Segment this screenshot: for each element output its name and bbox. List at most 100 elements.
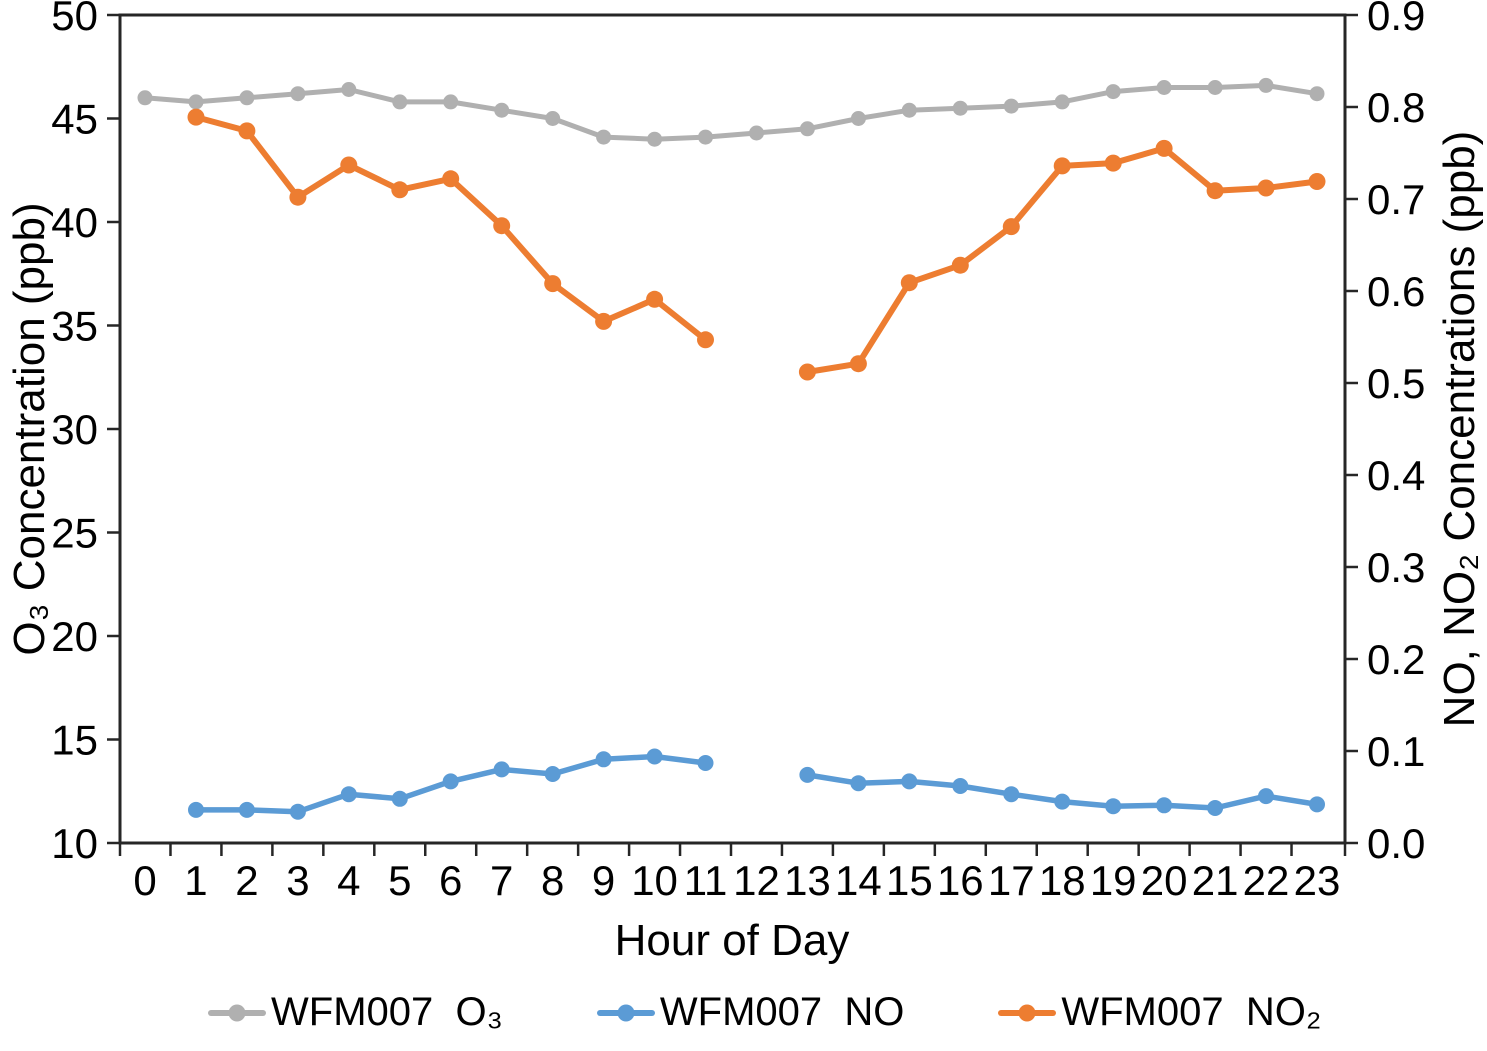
series-2-point bbox=[697, 331, 714, 349]
series-0-point bbox=[1054, 94, 1070, 110]
y-left-tick-label: 20 bbox=[51, 613, 98, 660]
series-0-point bbox=[1207, 80, 1223, 95]
series-1-point bbox=[646, 748, 663, 765]
x-tick-label: 8 bbox=[541, 857, 564, 904]
series-0-point bbox=[545, 111, 561, 126]
y-left-tick-label: 45 bbox=[51, 96, 98, 143]
x-tick-label: 14 bbox=[835, 857, 882, 904]
series-0-point bbox=[1309, 86, 1325, 102]
series-1-point bbox=[1054, 793, 1071, 810]
left-axis-title: O₃ Concentration (ppb) bbox=[5, 202, 54, 656]
series-2-point bbox=[900, 274, 918, 292]
series-2-point bbox=[340, 156, 358, 174]
series-2-line bbox=[193, 114, 1320, 375]
series-2-point bbox=[442, 170, 460, 188]
y-right-tick-label: 0.8 bbox=[1367, 84, 1425, 131]
y-left-tick-label: 35 bbox=[51, 303, 98, 350]
x-tick-label: 4 bbox=[337, 857, 360, 904]
y-left-tick-label: 15 bbox=[51, 717, 98, 764]
legend-swatch-line bbox=[998, 1004, 1057, 1021]
y-left-tick-label: 10 bbox=[51, 820, 98, 867]
series-0-point bbox=[341, 82, 357, 97]
y-left-tick-label: 30 bbox=[51, 406, 98, 453]
series-0-point bbox=[749, 125, 764, 141]
legend-marker-dot bbox=[617, 1004, 635, 1021]
series-0-point bbox=[596, 129, 612, 145]
series-2-point bbox=[238, 122, 256, 140]
series-2-point bbox=[798, 363, 816, 381]
y-right-tick-label: 0.1 bbox=[1367, 728, 1425, 775]
x-tick-label: 19 bbox=[1090, 857, 1137, 904]
x-tick-label: 23 bbox=[1294, 857, 1341, 904]
series-0-point bbox=[1258, 77, 1274, 93]
x-tick-label: 20 bbox=[1141, 857, 1188, 904]
series-2-point bbox=[849, 355, 867, 373]
y-left-tick-label: 40 bbox=[51, 199, 98, 246]
x-tick-label: 15 bbox=[886, 857, 933, 904]
series-2-point bbox=[187, 108, 205, 126]
y-right-tick-label: 0.7 bbox=[1367, 176, 1425, 223]
x-tick-label: 18 bbox=[1039, 857, 1086, 904]
series-1-point bbox=[697, 755, 714, 771]
series-2-point bbox=[646, 290, 664, 308]
legend-swatch-line bbox=[208, 1004, 266, 1021]
legend-label: WFM007 NO bbox=[659, 990, 905, 1034]
x-tick-label: 1 bbox=[184, 857, 207, 904]
y-left-tick-label: 50 bbox=[51, 0, 98, 39]
series-2-point bbox=[289, 188, 307, 206]
legend-item-0: WFM007 O₃ bbox=[208, 990, 503, 1035]
x-tick-label: 7 bbox=[490, 857, 513, 904]
series-1-point bbox=[188, 801, 204, 818]
series-1-point bbox=[952, 778, 969, 794]
series-2-point bbox=[951, 256, 969, 274]
series-1-point bbox=[850, 775, 867, 792]
series-1-point bbox=[340, 786, 357, 803]
series-2-point bbox=[1155, 139, 1173, 157]
series-2-point bbox=[544, 275, 562, 293]
series-0-line bbox=[142, 82, 1320, 142]
x-tick-label: 13 bbox=[784, 857, 831, 904]
legend-marker-dot bbox=[1018, 1004, 1036, 1021]
series-0-point bbox=[494, 102, 510, 118]
y-right-tick-label: 0.2 bbox=[1367, 636, 1425, 683]
y-right-tick-label: 0.5 bbox=[1367, 360, 1425, 407]
x-tick-label: 16 bbox=[937, 857, 984, 904]
series-2-point bbox=[391, 181, 409, 199]
y-right-tick-label: 0.3 bbox=[1367, 544, 1425, 591]
x-tick-label: 5 bbox=[388, 857, 411, 904]
series-1-point bbox=[1156, 797, 1173, 814]
y-right-tick-label: 0.0 bbox=[1367, 820, 1425, 867]
series-2-point bbox=[1308, 173, 1326, 190]
series-0-point bbox=[1105, 84, 1121, 100]
series-2-point bbox=[595, 312, 613, 330]
series-0-point bbox=[850, 111, 866, 126]
series-0-point bbox=[137, 90, 153, 106]
plot-frame bbox=[118, 13, 1347, 845]
y-right-tick-label: 0.9 bbox=[1367, 0, 1425, 39]
series-1-point bbox=[595, 751, 612, 768]
x-tick-label: 9 bbox=[592, 857, 615, 904]
x-axis-title: Hour of Day bbox=[614, 916, 850, 965]
x-tick-label: 3 bbox=[286, 857, 309, 904]
series-0-point bbox=[1003, 98, 1019, 114]
series-2-point bbox=[1206, 182, 1224, 200]
x-tick-label: 2 bbox=[235, 857, 258, 904]
legend-label: WFM007 NO₂ bbox=[1061, 990, 1322, 1034]
x-tick-label: 11 bbox=[684, 857, 728, 904]
x-tick-label: 22 bbox=[1243, 857, 1290, 904]
series-0-point bbox=[901, 102, 917, 118]
series-2-point bbox=[1257, 179, 1275, 197]
x-tick-label: 17 bbox=[988, 857, 1035, 904]
series-2-point bbox=[1002, 218, 1020, 236]
series-1-point bbox=[1258, 788, 1274, 805]
x-tick-label: 21 bbox=[1192, 857, 1239, 904]
series-2-point bbox=[1104, 154, 1122, 172]
series-1-point bbox=[442, 773, 459, 790]
series-0-point bbox=[647, 131, 663, 147]
series-1-point bbox=[1309, 796, 1325, 813]
legend-item-2: WFM007 NO₂ bbox=[998, 990, 1321, 1035]
series-1-line bbox=[193, 753, 1320, 815]
right-axis-title: NO, NO₂ Concentrations (ppb) bbox=[1435, 130, 1484, 728]
